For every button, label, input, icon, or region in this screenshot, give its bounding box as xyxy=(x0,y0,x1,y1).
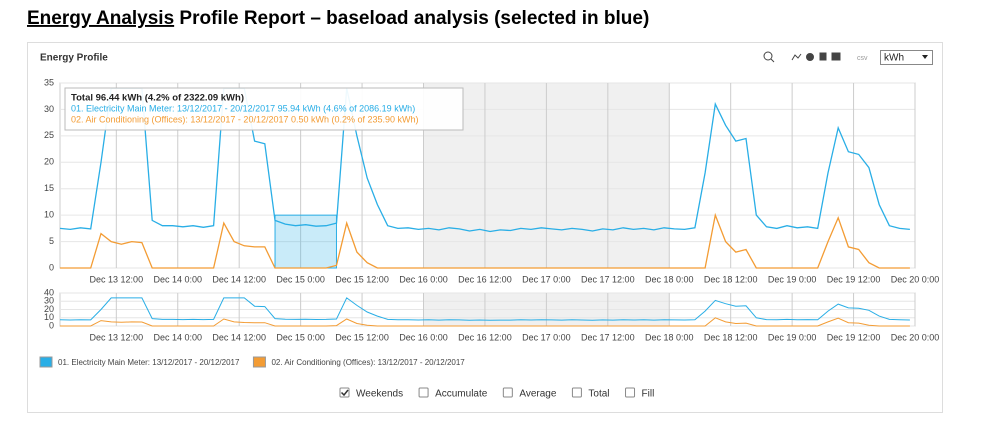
x-tick-label: Dec 15 0:00 xyxy=(276,332,325,342)
y-tick-label: 40 xyxy=(44,287,54,297)
select-arrow xyxy=(922,55,928,59)
legend-swatch[interactable] xyxy=(39,356,53,368)
x-tick-label: Dec 15 12:00 xyxy=(335,332,389,342)
x-tick-label: Dec 17 12:00 xyxy=(581,274,635,284)
checkbox[interactable] xyxy=(502,387,513,398)
y-tick-label: 20 xyxy=(44,157,54,167)
x-tick-label: Dec 14 0:00 xyxy=(153,332,202,342)
x-tick-label: Dec 14 12:00 xyxy=(212,332,266,342)
toolbar xyxy=(763,51,841,63)
y-tick-label: 35 xyxy=(44,77,54,87)
line-icon[interactable] xyxy=(791,53,802,61)
x-tick-label: Dec 15 12:00 xyxy=(335,274,389,284)
series-line xyxy=(59,87,910,233)
x-tick-label: Dec 15 0:00 xyxy=(276,274,325,284)
table-icon[interactable] xyxy=(831,52,841,61)
y-tick-label: 0 xyxy=(49,320,54,330)
legend-label[interactable]: 01. Electricity Main Meter: 13/12/2017 -… xyxy=(58,358,240,367)
series-line xyxy=(59,297,910,321)
main-chart: 0 5 10 15 20 25 30 35 Dec 13 12:00 Dec 14 0:00 Dec… xyxy=(44,77,939,284)
checkbox-label[interactable]: Average xyxy=(519,389,557,400)
bar-icon[interactable] xyxy=(819,52,827,61)
x-tick-label: Dec 16 12:00 xyxy=(458,332,512,342)
tooltip-box xyxy=(64,87,464,131)
x-tick-label: Dec 18 12:00 xyxy=(704,274,758,284)
checkbox-label[interactable]: Accumulate xyxy=(435,389,488,400)
title: Energy Analysis Profile Report – baseloa… xyxy=(27,8,649,29)
zoom-icon[interactable] xyxy=(763,51,773,61)
x-tick-label: Dec 17 0:00 xyxy=(522,332,571,342)
y-tick-label: 30 xyxy=(44,104,54,114)
panel-title: Energy Profile xyxy=(40,53,108,64)
title-link: Energy Analysis xyxy=(27,8,174,29)
x-tick-label: Dec 18 0:00 xyxy=(645,332,694,342)
y-tick-label: 0 xyxy=(49,262,54,272)
tooltip-line: 02. Air Conditioning (Offices): 13/12/20… xyxy=(71,114,419,124)
legend-swatch[interactable] xyxy=(252,356,266,368)
x-tick-label: Dec 20 0:00 xyxy=(891,274,940,284)
series-line xyxy=(60,317,910,327)
x-tick-label: Dec 20 0:00 xyxy=(891,332,940,342)
checkbox[interactable] xyxy=(571,387,582,398)
x-tick-label: Dec 13 12:00 xyxy=(90,332,144,342)
x-tick-label: Dec 17 0:00 xyxy=(522,274,571,284)
y-tick-label: 10 xyxy=(44,210,54,220)
checkbox-label[interactable]: Total xyxy=(588,389,609,400)
checkbox[interactable] xyxy=(625,387,636,398)
legend: 01. Electricity Main Meter: 13/12/2017 -… xyxy=(39,356,465,368)
y-tick-label: 20 xyxy=(44,304,54,314)
x-tick-label: Dec 19 0:00 xyxy=(768,274,817,284)
y-tick-label: 30 xyxy=(44,296,54,306)
y-tick-label: 25 xyxy=(44,130,54,140)
csv-button[interactable]: csv xyxy=(857,55,868,62)
y-tick-label: 15 xyxy=(44,183,54,193)
checkbox[interactable] xyxy=(339,387,350,398)
x-tick-label: Dec 16 12:00 xyxy=(458,274,512,284)
tooltip-line: Total 96.44 kWh (4.2% of 2322.09 kWh) xyxy=(71,93,244,104)
title-rest: Profile Report – baseload analysis (sele… xyxy=(179,8,649,29)
checkbox-label[interactable]: Fill xyxy=(642,389,655,400)
checkbox-label[interactable]: Weekends xyxy=(356,389,403,400)
zoom-icon-handle xyxy=(770,58,775,63)
unit-select-value: kWh xyxy=(884,53,904,64)
legend-label[interactable]: 02. Air Conditioning (Offices): 13/12/20… xyxy=(271,358,465,367)
series-line xyxy=(60,212,910,269)
x-tick-label: Dec 19 12:00 xyxy=(827,332,881,342)
x-tick-label: Dec 19 0:00 xyxy=(768,332,817,342)
checkbox[interactable] xyxy=(418,387,429,398)
x-tick-label: Dec 17 12:00 xyxy=(581,332,635,342)
controls: Weekends Accumulate Average Total Fill xyxy=(339,387,655,400)
x-tick-label: Dec 19 12:00 xyxy=(827,274,881,284)
checkmark xyxy=(340,389,349,397)
x-tick-label: Dec 13 12:00 xyxy=(90,274,144,284)
y-tick-label: 5 xyxy=(49,236,54,246)
x-tick-label: Dec 14 12:00 xyxy=(212,274,266,284)
unit-select[interactable] xyxy=(880,50,933,65)
y-tick-label: 10 xyxy=(44,312,54,322)
x-tick-label: Dec 18 12:00 xyxy=(704,332,758,342)
x-tick-label: Dec 16 0:00 xyxy=(399,332,448,342)
x-tick-label: Dec 14 0:00 xyxy=(153,274,202,284)
x-tick-label: Dec 16 0:00 xyxy=(399,274,448,284)
pie-icon[interactable] xyxy=(806,53,814,61)
tooltip-line: 01. Electricity Main Meter: 13/12/2017 -… xyxy=(71,103,415,113)
x-tick-label: Dec 18 0:00 xyxy=(645,274,694,284)
